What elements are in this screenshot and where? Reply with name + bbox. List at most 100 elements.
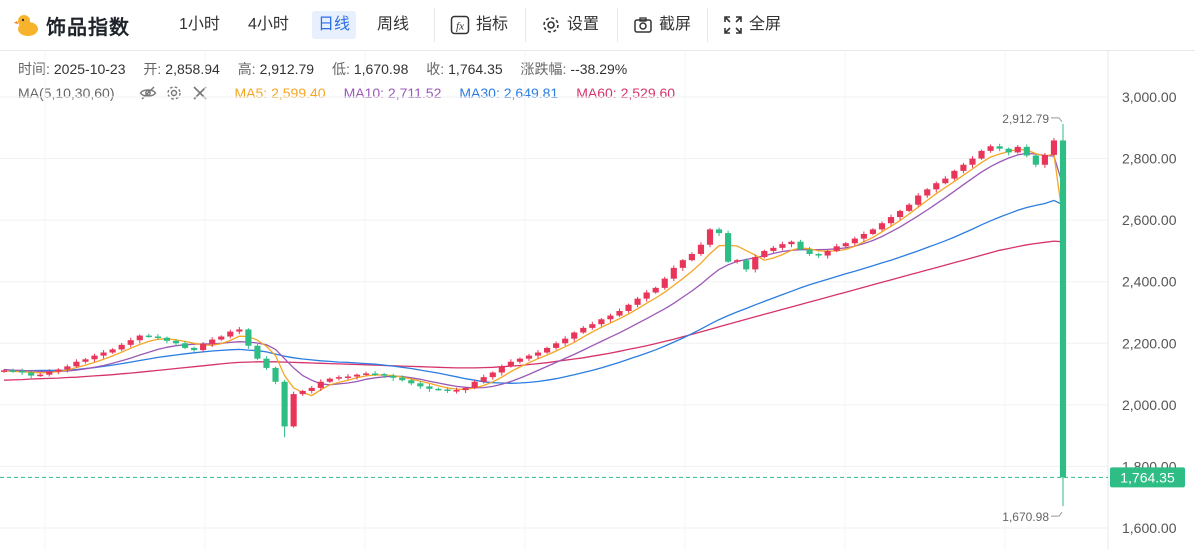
ma60-line xyxy=(3,240,1064,381)
ma5-line xyxy=(3,148,1064,397)
candle-up xyxy=(661,278,668,288)
candle-up xyxy=(752,257,759,270)
candle-up xyxy=(942,178,949,184)
svg-text:fx: fx xyxy=(456,21,464,33)
candle-up xyxy=(951,170,958,179)
candle-down xyxy=(1032,155,1039,165)
last-price-label: 1,764.35 xyxy=(1120,469,1175,485)
candle-up xyxy=(851,238,858,244)
candle-up xyxy=(842,243,849,247)
candle-up xyxy=(670,267,677,279)
candle-up xyxy=(616,310,623,316)
y-tick-label: 2,800.00 xyxy=(1122,151,1177,167)
candles xyxy=(0,123,1067,507)
candle-up xyxy=(534,352,542,356)
candle-down xyxy=(281,381,288,427)
candle-up xyxy=(82,359,89,362)
low-marker-pointer xyxy=(1051,511,1063,517)
candle-up xyxy=(969,158,976,165)
candle-down xyxy=(1059,140,1067,478)
close-value: 1,764.35 xyxy=(448,61,503,77)
candle-up xyxy=(498,366,505,373)
candle-up xyxy=(553,343,560,348)
candle-up xyxy=(218,336,225,340)
candle-down xyxy=(390,375,397,378)
period-4h[interactable]: 4小时 xyxy=(248,16,289,33)
camera-icon xyxy=(634,17,652,33)
candle-up xyxy=(824,250,831,256)
indicator-button[interactable]: fx 指标 xyxy=(450,11,508,39)
screenshot-button[interactable]: 截屏 xyxy=(633,11,691,39)
candle-up xyxy=(987,146,994,151)
settings-button[interactable]: 设置 xyxy=(541,11,599,39)
price-markers: 1,764.35 2,912.79 1,670.98 xyxy=(0,112,1185,524)
app-logo: 饰品指数 xyxy=(14,9,130,41)
candle-up xyxy=(525,355,533,359)
candle-up xyxy=(887,217,895,224)
candle-up xyxy=(924,189,931,196)
candle-up xyxy=(607,315,614,320)
candle-up xyxy=(0,370,8,372)
candle-up xyxy=(344,376,352,379)
low-value: 1,670.98 xyxy=(353,61,409,77)
candle-up xyxy=(453,390,460,392)
candle-up xyxy=(679,260,686,268)
candle-down xyxy=(181,343,189,348)
candle-up xyxy=(589,324,596,328)
candle-up xyxy=(516,358,524,362)
candle-down xyxy=(815,254,822,256)
gear-icon[interactable] xyxy=(165,84,183,102)
candle-down xyxy=(9,370,17,372)
candle-up xyxy=(906,204,913,211)
candle-down xyxy=(725,233,732,262)
open-value: 2,858.94 xyxy=(165,61,220,77)
candle-up xyxy=(788,241,795,245)
last-price-tag xyxy=(1110,467,1185,488)
ma-lines xyxy=(3,148,1064,397)
period-weekly[interactable]: 周线 xyxy=(377,16,410,33)
y-tick-label: 2,400.00 xyxy=(1122,274,1177,290)
candle-up xyxy=(127,340,134,345)
toolbar-divider xyxy=(525,8,526,42)
fullscreen-button[interactable]: 全屏 xyxy=(723,11,781,39)
candle-up xyxy=(462,387,469,391)
candle-up xyxy=(915,195,922,205)
candle-down xyxy=(381,374,388,376)
low-label: 低: xyxy=(331,61,350,77)
candle-up xyxy=(643,292,650,299)
candle-up xyxy=(860,233,867,239)
candle-up xyxy=(308,387,315,392)
period-1h[interactable]: 1小时 xyxy=(179,16,220,33)
toolbar-divider xyxy=(707,8,708,42)
candle-down xyxy=(435,388,442,391)
candle-up xyxy=(64,366,71,370)
change-label: 涨跌幅: xyxy=(520,61,567,77)
candle-up xyxy=(109,349,116,353)
time-label: 时间: xyxy=(18,61,50,77)
fullscreen-icon xyxy=(724,16,742,34)
candle-down xyxy=(190,347,198,351)
indicator-label: 指标 xyxy=(476,16,509,33)
y-tick-label: 2,600.00 xyxy=(1122,212,1177,228)
candle-down xyxy=(372,373,379,375)
candle-up xyxy=(562,338,569,344)
candlestick-chart[interactable]: 3,000.00 2,800.00 2,600.00 2,400.00 2,200.00… xyxy=(0,50,1195,550)
y-tick-label: 2,000.00 xyxy=(1122,397,1177,413)
high-marker-pointer xyxy=(1051,117,1063,123)
time-value: 2025-10-23 xyxy=(53,61,126,77)
candle-down xyxy=(172,340,180,344)
candle-up xyxy=(896,210,904,218)
ohlc-info: 时间: 2025-10-23 开: 2,858.94 高: 2,912.79 低: 1,… xyxy=(18,59,641,79)
app-title: 饰品指数 xyxy=(46,16,130,39)
candle-down xyxy=(426,386,433,389)
candle-down xyxy=(743,260,750,270)
candle-up xyxy=(543,347,551,353)
candle-up xyxy=(869,229,877,234)
period-daily[interactable]: 日线 xyxy=(312,11,357,39)
candle-down xyxy=(145,335,152,338)
candle-up xyxy=(706,229,714,245)
candle-up xyxy=(571,332,578,339)
candle-up xyxy=(489,372,496,378)
candle-down xyxy=(28,372,35,376)
toolbar-divider xyxy=(434,8,435,42)
